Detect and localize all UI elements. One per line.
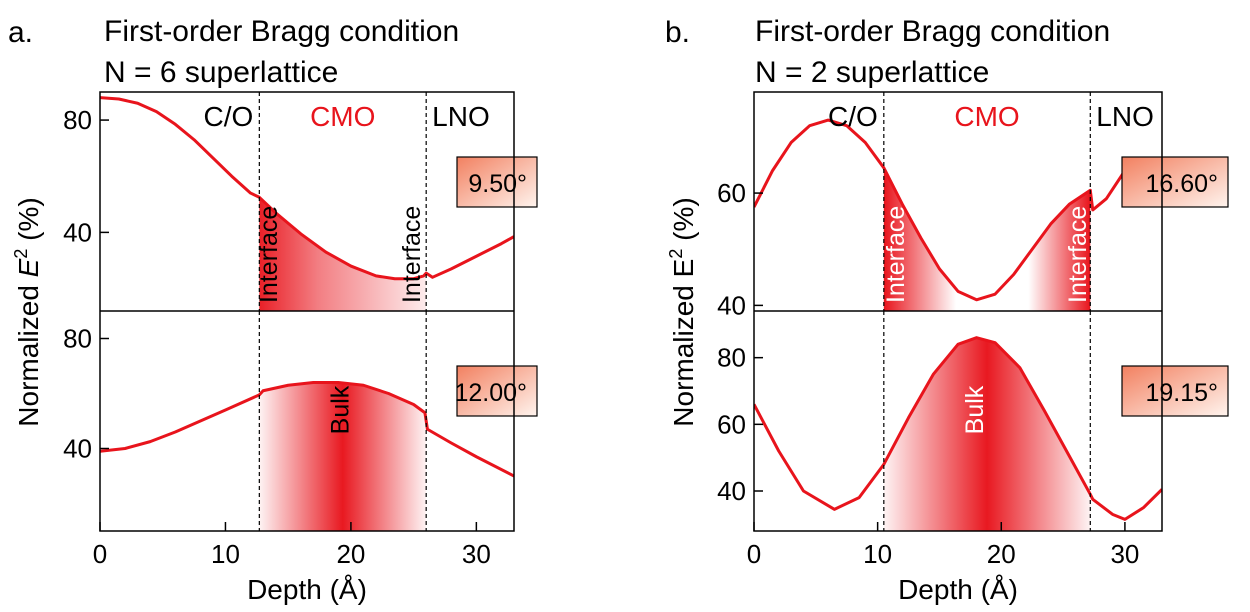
y-tick-label: 40 [63, 217, 92, 247]
bulk-label: Bulk [961, 385, 989, 434]
bulk-label: Bulk [327, 385, 355, 434]
y-axis-label: Normalized E2 (%) [666, 197, 699, 426]
y-tick-label: 80 [63, 324, 92, 354]
subplot-bottom: 40 80 Bulk 12.00° [63, 311, 538, 531]
region-label-co: C/O [204, 101, 254, 132]
panel-a: a. First-order Bragg condition N = 6 sup… [8, 15, 538, 605]
angle-label: 16.60° [1145, 170, 1218, 198]
angle-label: 12.00° [454, 379, 527, 407]
angle-label: 9.50° [468, 170, 527, 198]
interface-label: Interface [255, 206, 283, 303]
panel-b-subtitle: N = 2 superlattice [755, 56, 989, 89]
shaded-region [259, 197, 427, 311]
x-tick-label: 20 [987, 539, 1016, 569]
panel-a-title: First-order Bragg condition [104, 15, 459, 48]
region-label-lno: LNO [432, 101, 490, 132]
x-tick-label: 0 [93, 539, 107, 569]
interface-label: Interface [398, 206, 426, 303]
e2-curve [754, 336, 1162, 521]
x-tick-label: 30 [462, 539, 491, 569]
y-tick-label: 60 [717, 178, 746, 208]
shaded-region [883, 167, 1091, 311]
y-axis-label: Normalized E2 (%) [11, 197, 44, 426]
angle-badge: 12.00° [454, 365, 538, 417]
angle-badge: 16.60° [1121, 156, 1229, 208]
e2-curve [100, 381, 514, 478]
panel-a-label: a. [8, 16, 33, 49]
y-tick-label: 40 [63, 434, 92, 464]
region-label-cmo: CMO [310, 101, 375, 132]
y-tick-label: 80 [63, 105, 92, 135]
interface-label: Interface [882, 206, 910, 303]
interface-label: Interface [1064, 206, 1092, 303]
e2-curve [754, 118, 1162, 302]
panel-b: b. First-order Bragg condition N = 2 sup… [665, 15, 1229, 605]
e2-curve [100, 96, 514, 281]
angle-badge: 9.50° [456, 156, 538, 208]
x-tick-label: 10 [863, 539, 892, 569]
panel-b-title: First-order Bragg condition [755, 15, 1110, 48]
shaded-region [259, 382, 427, 531]
shaded-region [883, 337, 1091, 531]
x-tick-label: 30 [1110, 539, 1139, 569]
region-label-cmo: CMO [954, 101, 1019, 132]
y-tick-label: 60 [717, 409, 746, 439]
y-tick-label: 40 [717, 290, 746, 320]
panel-b-plot: 40 60 Interface Interface 16.60° 40 60 80 Bulk 19… [666, 91, 1229, 605]
x-axis-label: Depth (Å) [247, 574, 367, 605]
x-tick-label: 0 [747, 539, 761, 569]
panel-a-plot: 40 80 Interface Interface 9.50° 40 80 Bulk 12.00… [11, 91, 538, 605]
angle-badge: 19.15° [1121, 365, 1229, 417]
subplot-bottom: 40 60 80 Bulk 19.15° [717, 311, 1229, 531]
subplot-top: 40 80 Interface Interface 9.50° [63, 92, 538, 311]
angle-label: 19.15° [1145, 379, 1218, 407]
x-axis-label: Depth (Å) [898, 574, 1018, 605]
subplot-top: 40 60 Interface Interface 16.60° [717, 92, 1229, 320]
x-tick-label: 10 [211, 539, 240, 569]
region-label-lno: LNO [1096, 101, 1154, 132]
region-label-co: C/O [828, 101, 878, 132]
panel-b-label: b. [665, 16, 690, 49]
y-tick-label: 40 [717, 476, 746, 506]
y-tick-label: 80 [717, 343, 746, 373]
x-tick-label: 20 [336, 539, 365, 569]
panel-a-subtitle: N = 6 superlattice [104, 56, 338, 89]
